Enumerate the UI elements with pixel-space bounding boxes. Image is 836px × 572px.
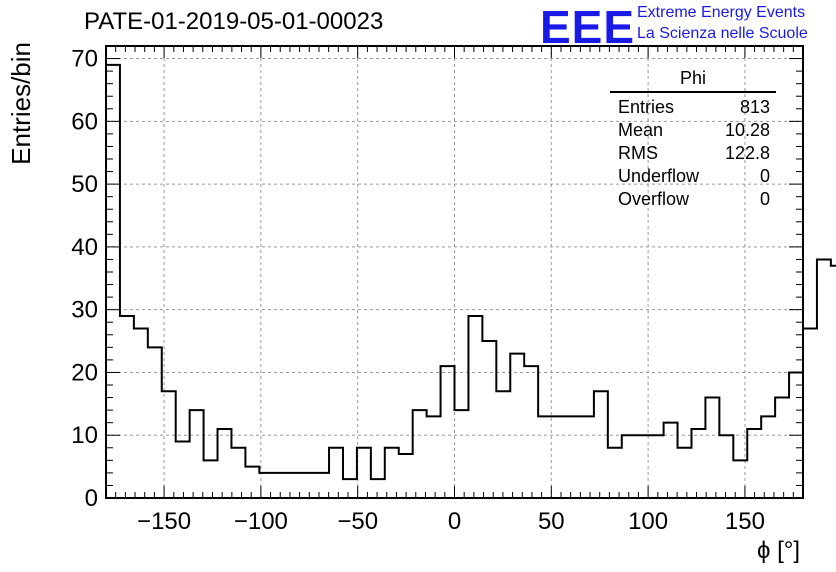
y-tick-label: 0 <box>85 485 98 512</box>
y-tick-label: 40 <box>71 234 98 261</box>
page-title: PATE-01-2019-05-01-00023 <box>84 8 384 35</box>
x-tick-label: −50 <box>337 508 378 535</box>
stats-value: 122.8 <box>724 143 770 163</box>
stats-box: Phi Entries 813 Mean 10.28 RMS 122.8 Underflow… <box>610 68 776 211</box>
x-tick-label: 100 <box>628 508 668 535</box>
histogram-bin <box>120 316 134 498</box>
stats-row-overflow: Overflow 0 <box>610 188 776 211</box>
stats-row-mean: Mean 10.28 <box>610 119 776 142</box>
histogram-bin <box>775 398 789 498</box>
histogram-bin <box>371 479 385 498</box>
stats-row-entries: Entries 813 <box>610 96 776 119</box>
histogram-bin <box>148 347 162 498</box>
x-axis-title: ϕ [°] <box>757 537 800 564</box>
histogram-bin <box>441 366 455 498</box>
histogram-bin <box>343 479 357 498</box>
logo-line1: Extreme Energy Events <box>637 4 806 21</box>
histogram-bin <box>538 416 552 498</box>
histogram-bin <box>190 410 204 498</box>
histogram-bin <box>831 266 836 498</box>
logo-line2: La Scienza nelle Scuole <box>637 25 808 42</box>
x-tick-label: 50 <box>538 508 565 535</box>
y-tick-label: 60 <box>71 108 98 135</box>
histogram-bin <box>204 460 218 498</box>
histogram-bin <box>315 473 329 498</box>
histogram-bin <box>650 435 664 498</box>
histogram-bin <box>427 416 441 498</box>
histogram-bin <box>580 416 594 498</box>
y-tick-label: 50 <box>71 171 98 198</box>
stats-row-underflow: Underflow 0 <box>610 165 776 188</box>
histogram-bin <box>803 329 817 499</box>
histogram-bin <box>691 429 705 498</box>
y-tick-label: 20 <box>71 359 98 386</box>
stats-title: Phi <box>610 68 776 93</box>
x-tick-label: 0 <box>448 508 461 535</box>
histogram-bin <box>664 423 678 498</box>
stats-label: Mean <box>618 120 664 140</box>
histogram-bin <box>594 391 608 498</box>
y-tick-label: 70 <box>71 46 98 73</box>
stats-value: 10.28 <box>724 120 770 140</box>
histogram-bin <box>608 448 622 498</box>
histogram-bin <box>176 442 190 499</box>
histogram-bin <box>218 429 232 498</box>
stats-label: Underflow <box>618 166 700 186</box>
y-axis-title: Entries/bin <box>6 42 36 165</box>
histogram-bin <box>482 341 496 498</box>
histogram-bin <box>231 448 245 498</box>
histogram-bin <box>455 410 469 498</box>
histogram-bin <box>385 448 399 498</box>
histogram-bin <box>524 366 538 498</box>
eee-logo: EEE Extreme Energy Events La Scienza nel… <box>540 1 836 53</box>
y-tick-label: 30 <box>71 297 98 324</box>
stats-label: Overflow <box>618 189 690 209</box>
stats-value: 0 <box>759 189 770 209</box>
histogram-bin <box>622 435 636 498</box>
histogram-bin <box>678 448 692 498</box>
histogram-bin <box>705 398 719 498</box>
histogram-outline <box>105 63 836 498</box>
x-tick-label: 150 <box>725 508 765 535</box>
stats-row-rms: RMS 122.8 <box>610 142 776 165</box>
histogram-bin <box>287 473 301 498</box>
histogram-bin <box>357 448 371 498</box>
histogram-bin <box>106 65 120 498</box>
stats-label: Entries <box>618 97 675 117</box>
histogram-bin <box>245 467 259 498</box>
histogram-bin <box>329 448 343 498</box>
histogram-bin <box>399 454 413 498</box>
histogram-bin <box>747 429 761 498</box>
logo-mark: EEE <box>540 1 636 53</box>
y-tick-label: 10 <box>71 422 98 449</box>
histogram-bin <box>817 259 831 498</box>
x-tick-label: −100 <box>234 508 288 535</box>
histogram-bin <box>413 410 427 498</box>
stats-value: 0 <box>759 166 770 186</box>
histogram-bin <box>761 416 775 498</box>
histogram-bin <box>301 473 315 498</box>
histogram-bin <box>719 435 733 498</box>
stats-rows: Entries 813 Mean 10.28 RMS 122.8 Underflow 0 Ove… <box>610 96 776 211</box>
histogram-bin <box>510 354 524 498</box>
histogram-bin <box>134 329 148 499</box>
histogram-bin <box>468 316 482 498</box>
x-tick-label: −150 <box>137 508 191 535</box>
histogram-bin <box>636 435 650 498</box>
histogram-bin <box>496 391 510 498</box>
histogram-bin <box>566 416 580 498</box>
histogram-bin <box>552 416 566 498</box>
stats-label: RMS <box>618 143 658 163</box>
stats-value: 813 <box>739 97 770 117</box>
histogram-bin <box>259 473 273 498</box>
